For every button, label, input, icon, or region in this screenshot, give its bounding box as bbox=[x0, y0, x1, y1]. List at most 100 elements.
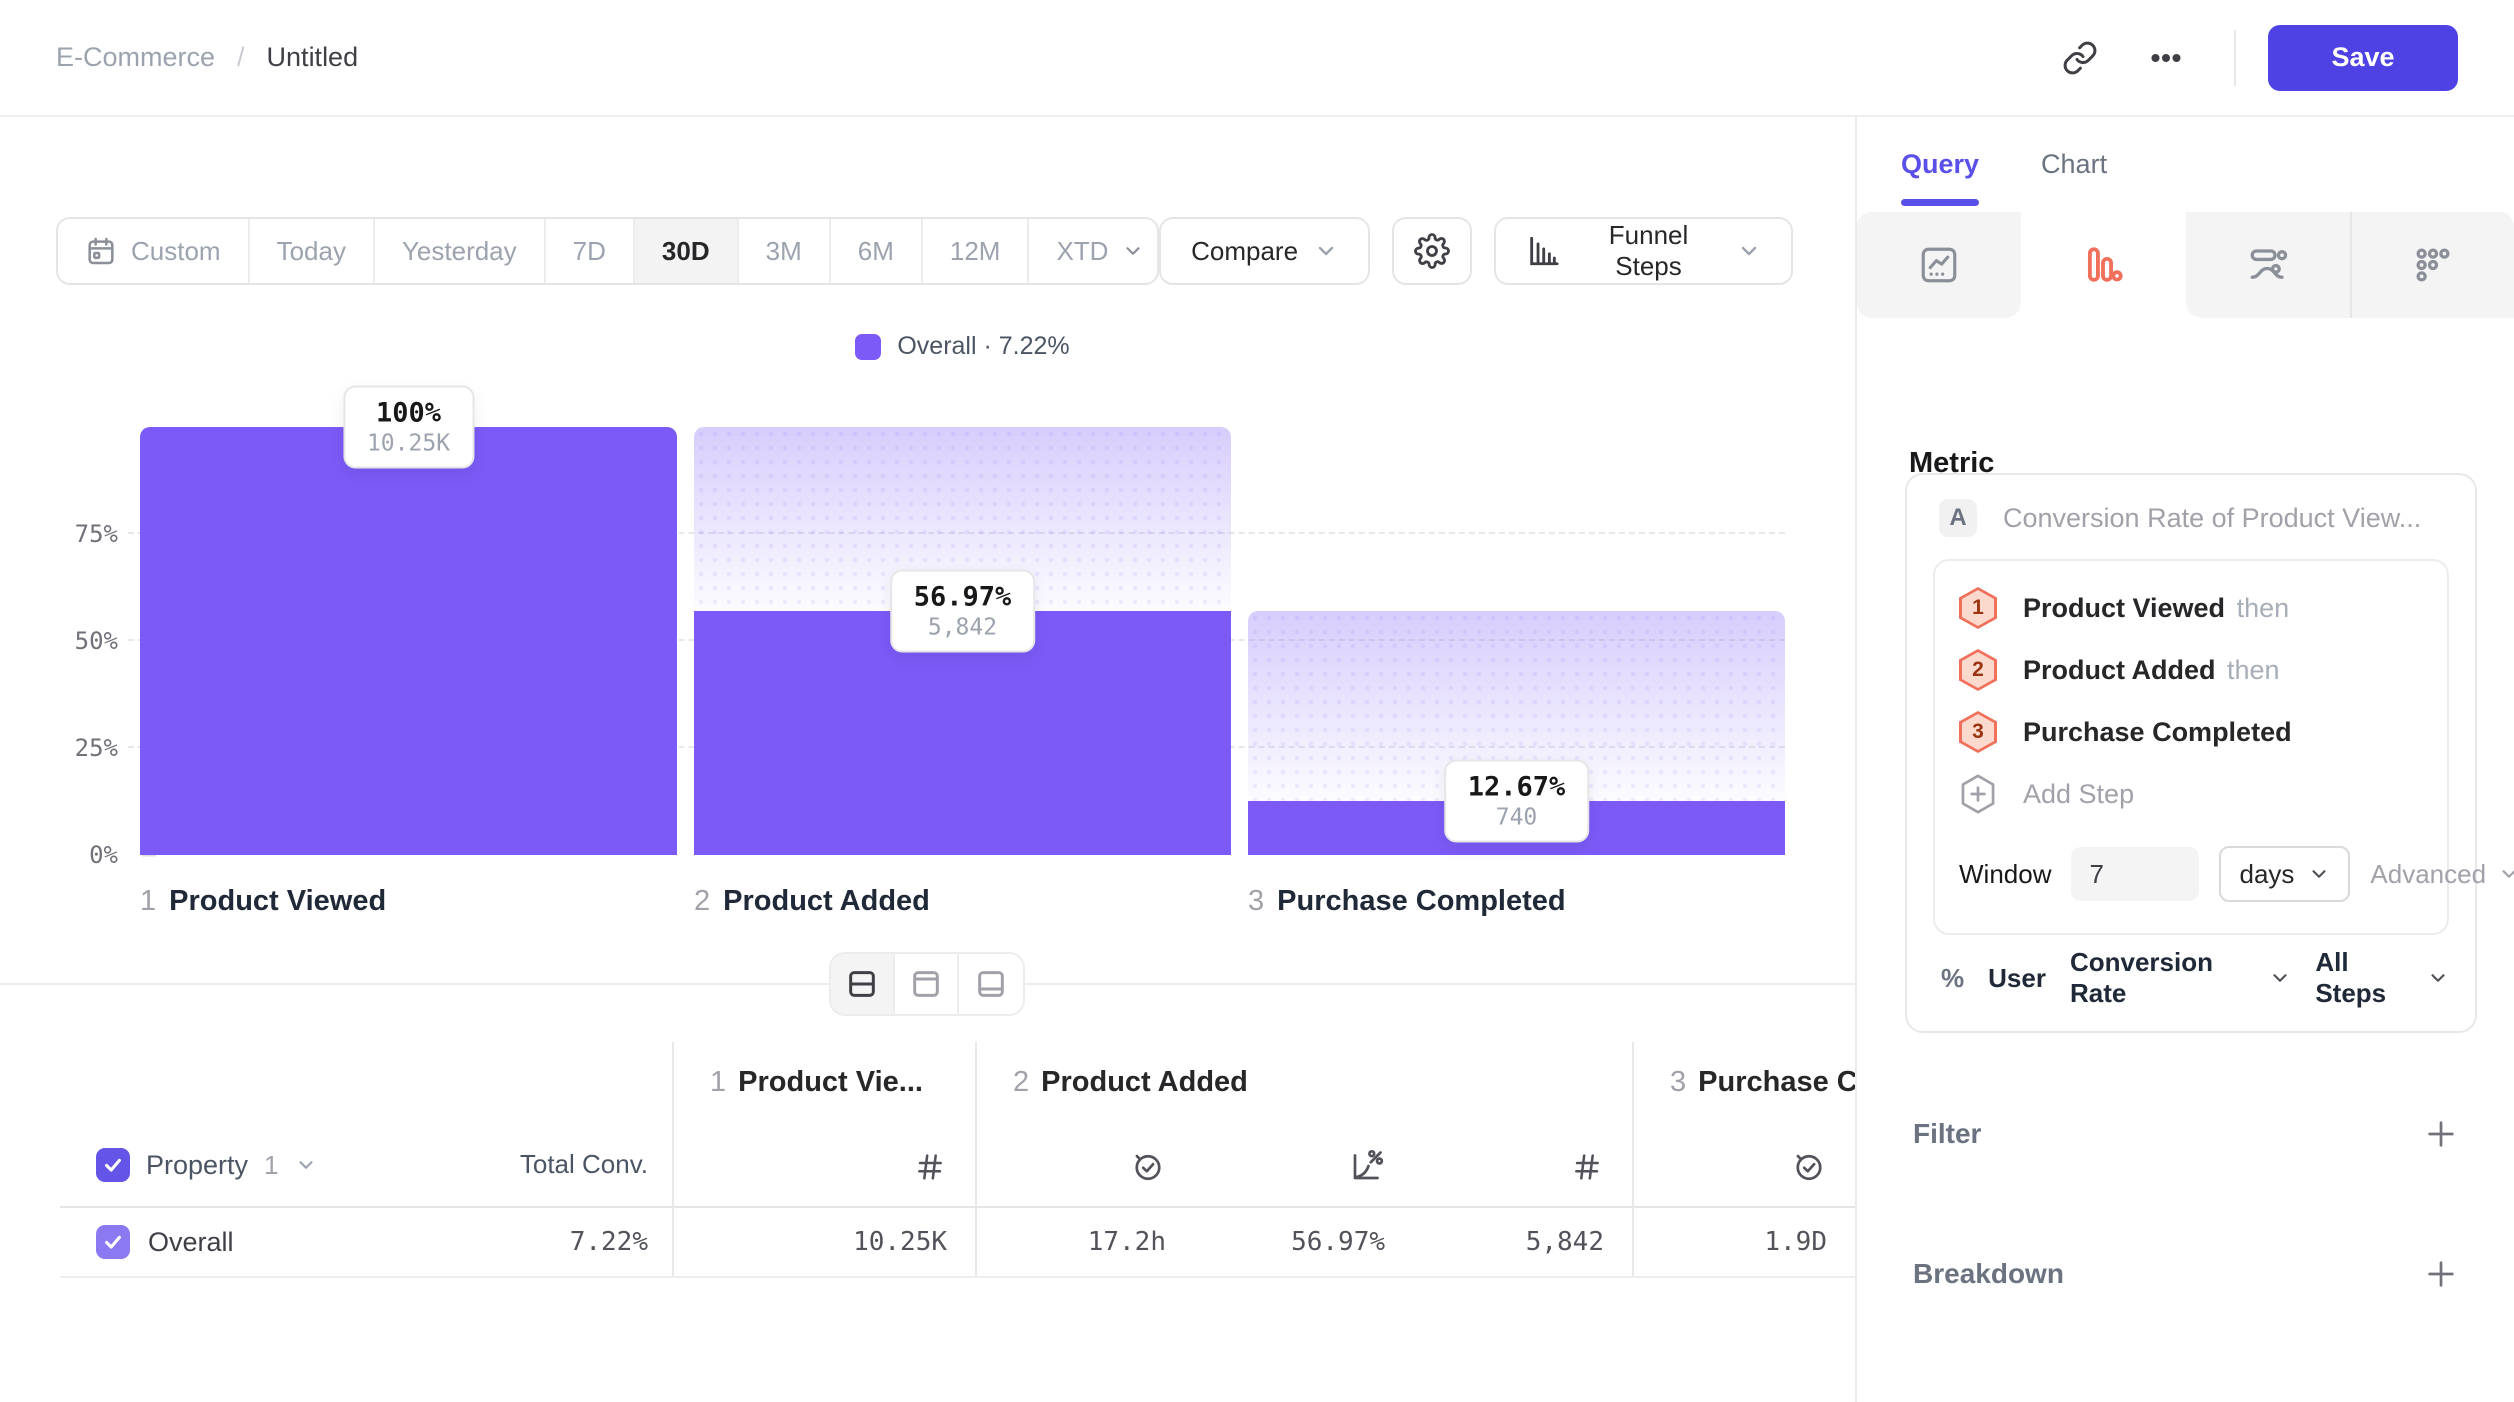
step-axis-label-2: 2 Product Added bbox=[694, 885, 1231, 918]
more-options-button[interactable] bbox=[2130, 26, 2202, 90]
funnel-bar-step-1[interactable]: 100% 10.25K bbox=[140, 385, 677, 855]
property-label: Property bbox=[146, 1149, 249, 1180]
step-number: 1 bbox=[140, 885, 157, 917]
chart-percent-icon bbox=[1349, 1148, 1385, 1184]
measure-metric-label: Conversion Rate bbox=[2069, 947, 2213, 1008]
window-value-input[interactable] bbox=[2071, 847, 2200, 901]
layout-toggle-top-panel-view[interactable] bbox=[895, 954, 959, 1014]
metric-card-header[interactable]: A Conversion Rate of Product View... bbox=[1933, 499, 2449, 559]
table-header-step-3-col-1[interactable]: 3 Purchase C bbox=[1632, 1042, 1858, 1206]
table-value-step-2-col-2: 56.97% bbox=[1291, 1227, 1385, 1257]
add-breakdown-button[interactable] bbox=[2424, 1257, 2458, 1291]
compare-button-label: Compare bbox=[1191, 235, 1299, 266]
breadcrumb-parent[interactable]: E-Commerce bbox=[56, 42, 216, 72]
metric-steps-list: 1 Product Viewed then 2 Product Added then 3… bbox=[1959, 577, 2423, 763]
metric-step-2[interactable]: 2 Product Added then bbox=[1959, 639, 2423, 701]
table-header-step-1-col-1[interactable]: 1 Product Vie... bbox=[672, 1042, 975, 1206]
metric-title: Conversion Rate of Product View... bbox=[2003, 502, 2422, 533]
date-range-6m[interactable]: 6M bbox=[830, 219, 923, 283]
metric-card: A Conversion Rate of Product View... 1 Pr… bbox=[1905, 473, 2514, 1033]
grid-dots-icon bbox=[2412, 244, 2454, 286]
tooltip-count: 740 bbox=[1495, 804, 1538, 831]
legend-label: Overall · 7.22% bbox=[897, 332, 1070, 360]
breakdown-heading: Breakdown bbox=[1913, 1258, 2064, 1289]
topbar-actions: Save bbox=[2044, 24, 2458, 91]
chart-type-flows[interactable] bbox=[2185, 212, 2350, 318]
row-total-conversion: 7.22% bbox=[569, 1227, 648, 1257]
advanced-label: Advanced bbox=[2370, 858, 2487, 889]
step-hexagon-badge: 2 bbox=[1959, 649, 1997, 691]
add-filter-button[interactable] bbox=[2424, 1117, 2458, 1151]
window-label: Window bbox=[1959, 858, 2052, 889]
funnel-chart-plot: 100% 10.25K 56.97% 5,842 12.67% 740 bbox=[128, 385, 1785, 855]
add-step-button[interactable]: Add Step bbox=[1959, 763, 2423, 825]
table-row[interactable]: Overall 7.22% 10.25K 17.2h 56.97% 5,842 1.9D bbox=[60, 1208, 1855, 1278]
tab-chart[interactable]: Chart bbox=[2041, 149, 2108, 179]
date-range-30d[interactable]: 30D bbox=[634, 219, 739, 283]
measure-metric-select[interactable]: Conversion Rate bbox=[2070, 947, 2291, 1009]
date-range-today[interactable]: Today bbox=[249, 219, 375, 283]
bar-value-tooltip: 100% 10.25K bbox=[342, 385, 475, 469]
date-range-label: Custom bbox=[131, 235, 221, 266]
y-axis-label: 0% bbox=[89, 841, 118, 869]
step-name: Purchase Completed bbox=[1277, 885, 1566, 917]
table-row-name-cell[interactable]: Overall 7.22% bbox=[60, 1208, 672, 1276]
step-event-name: Product Viewed bbox=[2023, 592, 2226, 623]
table-header-step-2-col-1[interactable]: 2 Product Added bbox=[975, 1042, 1248, 1206]
layout-toggle-split-view[interactable] bbox=[831, 954, 895, 1014]
chart-view-label: Funnel Steps bbox=[1608, 220, 1689, 281]
step-number: 2 bbox=[694, 885, 711, 917]
tooltip-percent: 100% bbox=[375, 397, 442, 429]
funnel-bar-step-3[interactable]: 12.67% 740 bbox=[1248, 427, 1785, 855]
table-header-step-2-col-2[interactable] bbox=[1194, 1042, 1413, 1206]
funnel-bar-step-2[interactable]: 56.97% 5,842 bbox=[694, 427, 1231, 855]
tab-query[interactable]: Query bbox=[1901, 117, 1980, 212]
row-checkbox[interactable] bbox=[96, 1225, 130, 1259]
chart-toolbar: Custom Today Yesterday 7D 30D 3M 6M 12M XTD Comp… bbox=[56, 217, 1793, 285]
chevron-down-icon bbox=[1741, 246, 1757, 256]
table-value-step-1-col-1: 10.25K bbox=[672, 1208, 975, 1276]
chart-type-line[interactable] bbox=[1857, 212, 2022, 318]
breadcrumb-current[interactable]: Untitled bbox=[266, 42, 359, 72]
date-range-3m[interactable]: 3M bbox=[738, 219, 831, 283]
advanced-toggle[interactable]: Advanced bbox=[2370, 859, 2514, 890]
chevron-down-icon bbox=[2502, 870, 2514, 878]
table-header-step-2-col-3[interactable] bbox=[1413, 1042, 1632, 1206]
chart-settings-button[interactable] bbox=[1392, 217, 1473, 285]
measure-entity[interactable]: User bbox=[1988, 962, 2046, 993]
chart-view-selector[interactable]: Funnel Steps bbox=[1494, 217, 1793, 285]
date-range-label: 30D bbox=[661, 235, 710, 266]
clock-check-icon bbox=[1791, 1148, 1827, 1184]
chart-legend[interactable]: Overall · 7.22% bbox=[140, 332, 1785, 361]
step-group-label: 3 Purchase C bbox=[1670, 1066, 1858, 1099]
tooltip-percent: 12.67% bbox=[1467, 771, 1566, 803]
chart-type-grid[interactable] bbox=[2349, 212, 2514, 318]
select-all-checkbox[interactable] bbox=[96, 1148, 130, 1182]
date-range-7d[interactable]: 7D bbox=[545, 219, 635, 283]
step-name: Purchase C bbox=[1698, 1066, 1858, 1098]
date-range-12m[interactable]: 12M bbox=[922, 219, 1030, 283]
date-range-xtd[interactable]: XTD bbox=[1029, 219, 1158, 283]
date-range-yesterday[interactable]: Yesterday bbox=[374, 219, 546, 283]
layout-toggle-bottom-panel-view[interactable] bbox=[959, 954, 1023, 1014]
chevron-down-icon bbox=[1318, 246, 1334, 256]
step-axis-label-3: 3 Purchase Completed bbox=[1248, 885, 1785, 918]
window-unit-select[interactable]: days bbox=[2219, 846, 2351, 902]
step-suffix: then bbox=[2229, 592, 2290, 623]
link-icon bbox=[2062, 40, 2098, 76]
total-conversion-header: Total Conv. bbox=[519, 1149, 648, 1179]
property-selector[interactable]: Property 1 bbox=[96, 1148, 317, 1182]
measure-scope-label: All Steps bbox=[2315, 947, 2387, 1008]
breakdown-section: Breakdown bbox=[1913, 1257, 2458, 1291]
measure-scope-select[interactable]: All Steps bbox=[2315, 947, 2449, 1009]
metric-step-1[interactable]: 1 Product Viewed then bbox=[1959, 577, 2423, 639]
conversion-window-row: Window days Advanced bbox=[1959, 831, 2514, 917]
compare-button[interactable]: Compare bbox=[1159, 217, 1371, 285]
share-link-button[interactable] bbox=[2044, 26, 2116, 90]
clock-check-icon bbox=[1130, 1148, 1166, 1184]
chart-type-funnel[interactable] bbox=[2021, 212, 2186, 318]
save-button[interactable]: Save bbox=[2268, 24, 2458, 91]
date-range-custom[interactable]: Custom bbox=[58, 219, 250, 283]
metric-step-3[interactable]: 3 Purchase Completed bbox=[1959, 701, 2423, 763]
date-range-label: Today bbox=[276, 235, 346, 266]
